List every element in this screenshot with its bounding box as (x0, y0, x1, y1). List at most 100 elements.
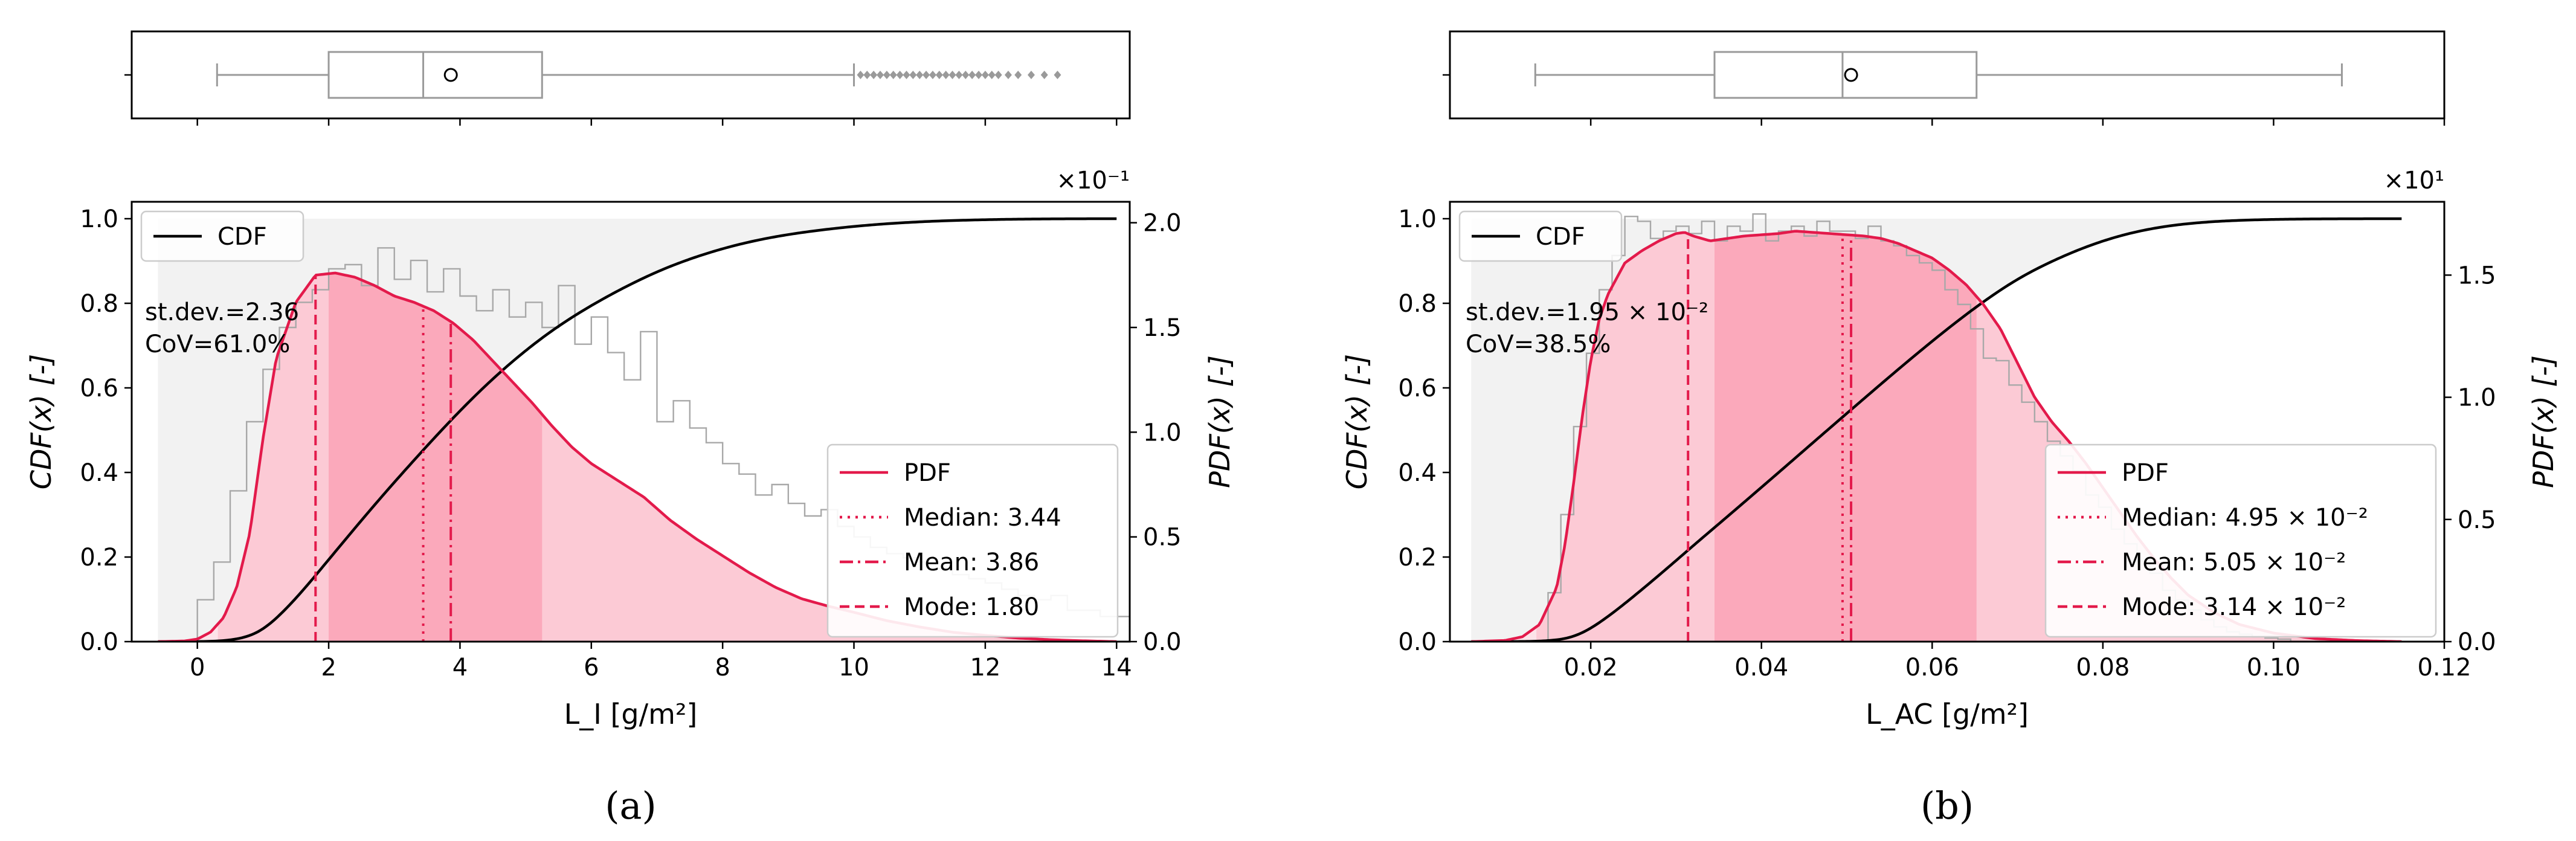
cdf-legend-label: CDF (217, 223, 267, 251)
y-right-tick-label: 1.0 (1143, 419, 1182, 446)
boxplot-outlier (962, 71, 970, 79)
pdf-iqr-area (1714, 231, 1977, 642)
stats-stdev-a: st.dev.=2.36 (145, 298, 299, 326)
boxplot-outlier (975, 71, 983, 79)
boxplot-outlier (889, 71, 897, 79)
cdf-legend-box (140, 210, 304, 262)
y-left-tick-label: 0.0 (80, 628, 118, 656)
y-right-tick-label: 0.0 (2458, 628, 2496, 656)
boxplot-outlier (909, 71, 917, 79)
pdf-legend-label: PDF (904, 459, 951, 487)
pdf-legend-box (2044, 443, 2437, 638)
y-right-tick-label: 1.5 (1143, 314, 1182, 342)
pdf-legend-label: Mode: 1.80 (904, 593, 1039, 621)
pdf-iqr-area (329, 273, 543, 642)
boxplot-outlier (935, 71, 943, 79)
cdf-legend-b: CDF (1458, 210, 1623, 262)
boxplot-mean-marker (1844, 68, 1858, 82)
cdf-legend-label: CDF (1536, 223, 1585, 251)
y-left-tick-label: 0.6 (1398, 375, 1437, 402)
axes-b: 0.02 0.04 0.06 0.08 0.10 0.120.0 0.2 0.4 0.6 0.8 1… (1398, 74, 2496, 682)
x-tick-label: 6 (584, 654, 599, 682)
panel-b: 0.02 0.04 0.06 0.08 0.10 0.120.0 0.2 0.4 0.6 0.8 1… (1341, 30, 2560, 828)
stats-stdev-b: st.dev.=1.95 × 10⁻² (1466, 298, 1708, 326)
x-tick-label: 10 (839, 654, 869, 682)
pdf-legend-label: Mode: 3.14 × 10⁻² (2122, 593, 2346, 621)
boxplot-outlier (955, 71, 963, 79)
boxplot-outlier (883, 71, 890, 79)
panel-label-a: (a) (605, 784, 656, 828)
plot-area-b (1471, 213, 2402, 642)
boxplot-outlier (923, 71, 930, 79)
y-axis-label-left-b: CDF(x) [-] (1341, 354, 1373, 489)
y-right-tick-label: 1.0 (2458, 384, 2496, 412)
x-tick-label: 0.12 (2417, 654, 2471, 682)
panel-label-b: (b) (1921, 784, 1974, 828)
y-left-tick-label: 0.8 (1398, 290, 1437, 318)
boxplot-outlier (916, 71, 924, 79)
plot-frame-a (130, 201, 1131, 643)
boxplot-outlier (1027, 71, 1035, 79)
boxplot-box (1713, 51, 1978, 99)
x-axis-label-a: L_I [g/m²] (564, 698, 698, 730)
x-tick-label: 0 (190, 654, 205, 682)
pdf-legend-label: Median: 4.95 × 10⁻² (2122, 504, 2368, 532)
y-left-tick-label: 0.4 (1398, 459, 1437, 487)
pdf-legend-a: PDF Median: 3.44 Mean: 3.86 Mode: 1.80 (826, 443, 1119, 638)
pdf-legend-label: Median: 3.44 (904, 504, 1061, 532)
boxplot-outlier (1004, 71, 1012, 79)
pdf-legend-label: Mean: 3.86 (904, 549, 1039, 576)
pdf-legend-label: Mean: 5.05 × 10⁻² (2122, 549, 2346, 576)
x-tick-label: 8 (715, 654, 730, 682)
y-left-tick-label: 0.6 (80, 375, 118, 402)
boxplot-outlier (896, 71, 904, 79)
right-axis-multiplier-a: ×10⁻¹ (1056, 167, 1130, 195)
boxplot-outlier (981, 71, 989, 79)
cdf-legend-box (1458, 210, 1623, 262)
y-axis-label-right-a: PDF(x) [-] (1203, 355, 1236, 488)
x-tick-label: 0.04 (1734, 654, 1788, 682)
boxplot-outlier (994, 71, 1002, 79)
pdf-legend-label: PDF (2122, 459, 2169, 487)
y-left-tick-label: 0.4 (80, 459, 118, 487)
boxplot-mean-marker (443, 68, 458, 82)
boxplot-outlier (929, 71, 936, 79)
x-axis-label-b: L_AC [g/m²] (1866, 698, 2029, 730)
y-right-tick-label: 0.0 (1143, 628, 1182, 656)
right-axis-multiplier-b: ×10¹ (2384, 167, 2444, 195)
y-right-tick-label: 0.5 (2458, 506, 2496, 534)
y-left-tick-label: 1.0 (80, 205, 118, 233)
y-axis-label-left-a: CDF(x) [-] (25, 354, 57, 489)
y-left-tick-label: 0.8 (80, 290, 118, 318)
boxplot-outlier (863, 71, 871, 79)
cdf-line (1471, 217, 2402, 642)
y-left-tick-label: 0.2 (1398, 544, 1437, 572)
y-right-tick-label: 1.5 (2458, 262, 2496, 289)
boxplot-b (1534, 51, 2343, 99)
boxplot-outlier (857, 71, 865, 79)
x-tick-label: 0.08 (2076, 654, 2130, 682)
cdf-legend-a: CDF (140, 210, 304, 262)
stats-cov-a: CoV=61.0% (145, 330, 290, 358)
pdf-legend-box (826, 443, 1119, 638)
x-tick-label: 0.10 (2247, 654, 2301, 682)
y-right-tick-label: 2.0 (1143, 210, 1182, 237)
axes-a: 0 2 4 6 8 10 12 14 0.0 0.2 0.4 0.6 0.8 1.0 0.0 0.5 1.0 1.… (80, 74, 1182, 682)
histogram-outline (196, 247, 1130, 642)
x-tick-label: 14 (1101, 654, 1132, 682)
boxplot-outlier (968, 71, 976, 79)
boxplot-outlier (877, 71, 884, 79)
x-tick-label: 12 (970, 654, 1000, 682)
boxplot-outlier (988, 71, 996, 79)
x-tick-label: 0.02 (1564, 654, 1618, 682)
y-left-tick-label: 1.0 (1398, 205, 1437, 233)
boxplot-box (327, 51, 543, 99)
x-tick-label: 2 (321, 654, 336, 682)
x-tick-label: 4 (452, 654, 468, 682)
stats-cov-b: CoV=38.5% (1466, 330, 1611, 358)
x-tick-label: 0.06 (1905, 654, 1959, 682)
boxplot-outlier (870, 71, 878, 79)
y-right-tick-label: 0.5 (1143, 524, 1182, 552)
plot-area-a (158, 217, 1130, 642)
